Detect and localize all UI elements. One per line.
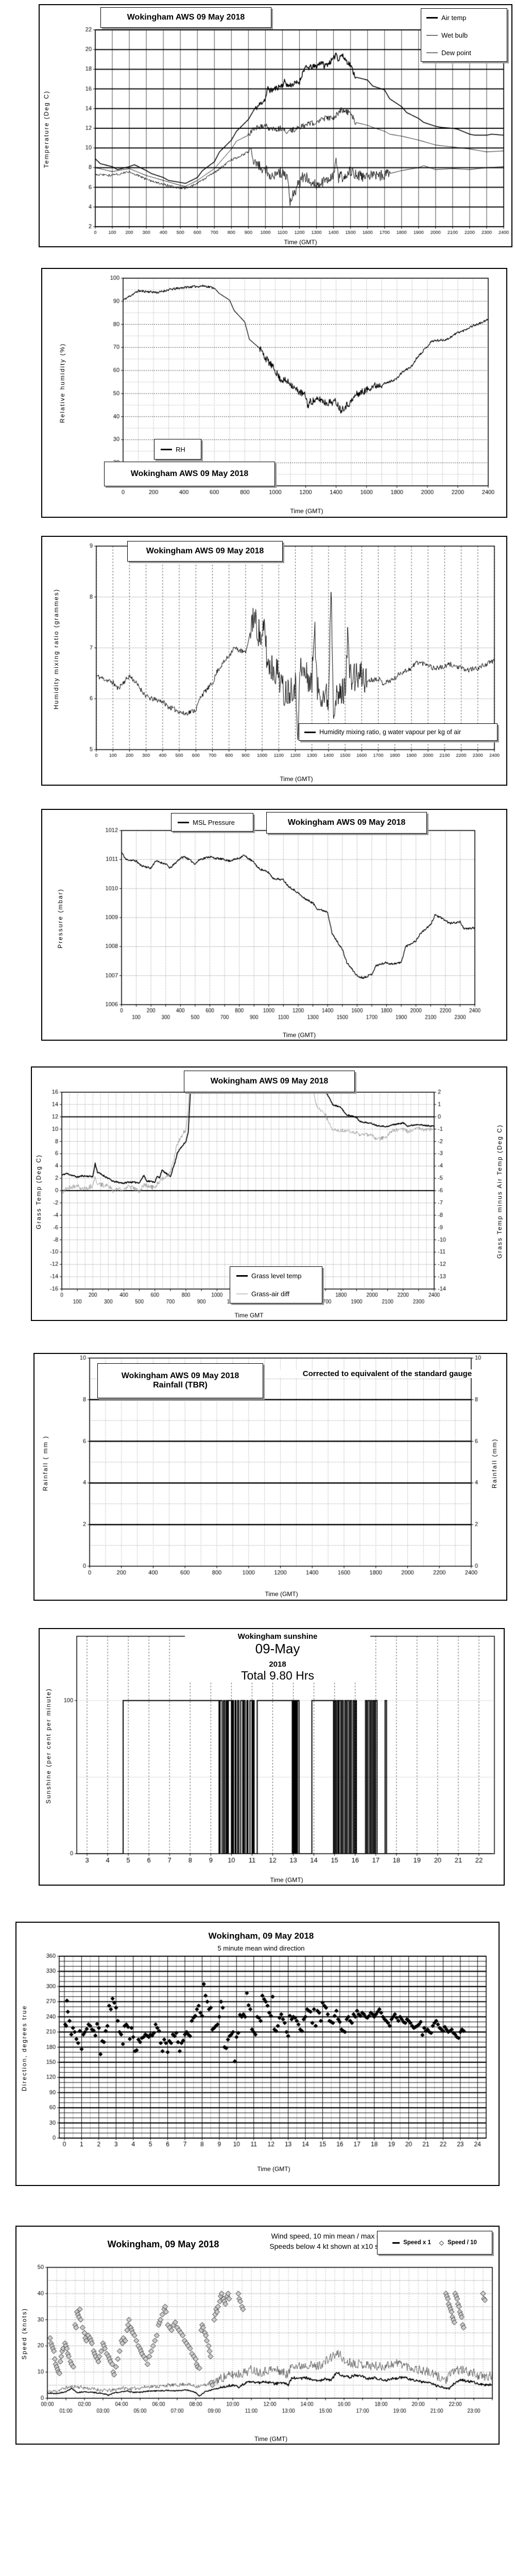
legend-label: Wet bulb	[441, 31, 468, 39]
chart-title: Wokingham AWS 09 May 2018	[210, 1077, 329, 1086]
legend-label: Humidity mixing ratio, g water vapour pe…	[319, 728, 461, 736]
legend-item-air-temp: Air temp	[426, 14, 466, 22]
chart-title-box: Wokingham AWS 09 May 2018	[184, 1071, 355, 1092]
chart-title-box: Wokingham AWS 09 May 2018	[104, 462, 275, 486]
chart-year: 2018	[269, 1660, 286, 1669]
chart-title-line1: Wokingham AWS 09 May 2018	[121, 1371, 239, 1380]
x-axis-label: Time (GMT)	[284, 239, 317, 246]
chart-title-line2: Rainfall (TBR)	[153, 1381, 208, 1389]
legend-label: Air temp	[441, 13, 467, 22]
chart-subtitle: 5 minute mean wind direction	[217, 1944, 305, 1952]
y-axis-label: Speed (knots)	[21, 2308, 28, 2360]
y-axis-left-label: Rainfall ( mm )	[42, 1435, 49, 1492]
air-temp-line-icon	[426, 16, 438, 19]
chart-title: Wokingham, 09 May 2018	[107, 2239, 219, 2249]
x-axis-label: Time (GMT)	[280, 775, 313, 783]
chart-title-box: Wokingham AWS 09 May 2018	[100, 7, 271, 28]
legend-label: Speed / 10	[448, 2240, 477, 2246]
mixing-ratio-plot-canvas	[42, 537, 506, 785]
wind-note-2: Speeds below 4 kt shown at x10 scale	[269, 2242, 392, 2250]
legend: Air temp Wet bulb Dew point	[421, 8, 507, 62]
y-axis-label: Sunshine (per cent per minute)	[45, 1688, 52, 1804]
legend-item-speed-div10: ◇ Speed / 10	[439, 2239, 477, 2246]
chart-title-block: Wokingham sunshine 09-May 2018 Total 9.8…	[185, 1632, 370, 1683]
panel-mixing-ratio-chart: Wokingham AWS 09 May 2018 Humidity mixin…	[41, 536, 507, 786]
grass-temp-line-icon	[236, 1275, 248, 1277]
legend-item-wet-bulb: Wet bulb	[426, 31, 468, 39]
chart-title: Wokingham AWS 09 May 2018	[130, 469, 249, 478]
chart-title-box: Wokingham AWS 09 May 2018	[127, 541, 283, 562]
y-axis-label: Temperature (Deg C)	[43, 90, 50, 168]
wind-speed-plot-canvas	[16, 2227, 499, 2444]
legend-label: Grass-air diff	[251, 1290, 290, 1298]
panel-pressure-chart: MSL Pressure Wokingham AWS 09 May 2018 P…	[41, 809, 507, 1041]
legend-label: MSL Pressure	[193, 818, 235, 826]
chart-title: Wokingham, 09 May 2018	[208, 1931, 314, 1941]
mixing-ratio-line-icon	[304, 731, 316, 733]
y-axis-label: Direction, degrees true	[21, 2005, 28, 2092]
y-axis-label: Pressure (mbar)	[57, 888, 64, 949]
x-axis-label: Time (GMT)	[270, 1876, 303, 1884]
msl-pressure-line-icon	[178, 821, 189, 823]
y-axis-label: Relative humidity (%)	[59, 343, 66, 423]
x-axis-label: Time (GMT)	[254, 2435, 288, 2443]
chart-title: Wokingham sunshine	[237, 1632, 318, 1641]
chart-title: Wokingham AWS 09 May 2018	[287, 818, 406, 827]
correction-note: Corrected to equivalent of the standard …	[277, 1369, 498, 1378]
chart-title: Wokingham AWS 09 May 2018	[127, 13, 245, 22]
legend-label: Dew point	[441, 48, 471, 57]
legend-item-speed-x1: Speed x 1	[392, 2240, 431, 2246]
rh-line-icon	[161, 448, 172, 450]
panel-humidity-chart: RH Wokingham AWS 09 May 2018 Relative hu…	[41, 268, 507, 518]
panel-wind-speed-chart: Wokingham, 09 May 2018 Wind speed, 10 mi…	[15, 2226, 500, 2445]
panel-grass-temp-chart: Wokingham AWS 09 May 2018 Grass level te…	[31, 1066, 507, 1321]
legend-item-rh: RH	[161, 446, 185, 453]
legend-item-msl-pressure: MSL Pressure	[178, 819, 235, 826]
y-axis-right-label: Rainfall (mm)	[491, 1438, 498, 1488]
speed-line-icon	[392, 2242, 400, 2244]
wind-note-1: Wind speed, 10 min mean / max gust	[271, 2232, 390, 2240]
x-axis-label: Time (GMT)	[257, 2165, 290, 2173]
panel-temperature-chart: Wokingham AWS 09 May 2018 Air temp Wet b…	[39, 4, 512, 247]
legend-label: Grass level temp	[251, 1272, 302, 1280]
y-axis-right-label: Grass Temp minus Air Temp (Deg C)	[496, 1124, 503, 1259]
legend: Grass level temp Grass-air diff	[230, 1266, 322, 1303]
legend: Speed x 1 ◇ Speed / 10	[377, 2231, 492, 2255]
x-axis-label: Time GMT	[234, 1312, 264, 1319]
x-axis-label: Time (GMT)	[290, 507, 323, 515]
chart-title: Wokingham AWS 09 May 2018	[146, 547, 264, 555]
legend: MSL Pressure	[171, 813, 253, 832]
x-axis-label: Time (GMT)	[282, 1031, 316, 1039]
legend-label: Speed x 1	[403, 2240, 431, 2246]
chart-date: 09-May	[255, 1641, 300, 1656]
legend-item-mixing-ratio: Humidity mixing ratio, g water vapour pe…	[304, 728, 461, 736]
chart-title-box: Wokingham AWS 09 May 2018 Rainfall (TBR)	[97, 1363, 263, 1398]
legend-item-grass-level-temp: Grass level temp	[236, 1272, 302, 1280]
chart-subtitle-block: Wind speed, 10 min mean / max gust Speed…	[233, 2232, 428, 2250]
speed-diamond-icon: ◇	[439, 2239, 444, 2246]
panel-wind-direction-chart: Wokingham, 09 May 2018 5 minute mean win…	[15, 1922, 500, 2186]
legend-item-grass-air-diff: Grass-air diff	[236, 1290, 289, 1298]
chart-title-block: Wokingham, 09 May 2018 5 minute mean win…	[186, 1930, 336, 1953]
y-axis-left-label: Grass Temp (Deg C)	[35, 1154, 42, 1229]
x-axis-label: Time (GMT)	[265, 1590, 298, 1598]
chart-title-box: Wokingham AWS 09 May 2018	[266, 812, 427, 834]
pressure-plot-canvas	[42, 810, 506, 1040]
wet-bulb-line-icon	[426, 35, 438, 36]
panel-sunshine-chart: Wokingham sunshine 09-May 2018 Total 9.8…	[39, 1628, 505, 1886]
sunshine-total: Total 9.80 Hrs	[241, 1669, 314, 1682]
legend-item-dew-point: Dew point	[426, 49, 471, 57]
legend: Humidity mixing ratio, g water vapour pe…	[299, 723, 497, 741]
wind-direction-plot-canvas	[16, 1923, 499, 2185]
legend-label: RH	[176, 445, 185, 453]
y-axis-label: Humidity mixing ratio (grammes)	[53, 588, 60, 709]
panel-rainfall-chart: Wokingham AWS 09 May 2018 Rainfall (TBR)…	[33, 1353, 507, 1601]
legend: RH	[154, 439, 201, 460]
